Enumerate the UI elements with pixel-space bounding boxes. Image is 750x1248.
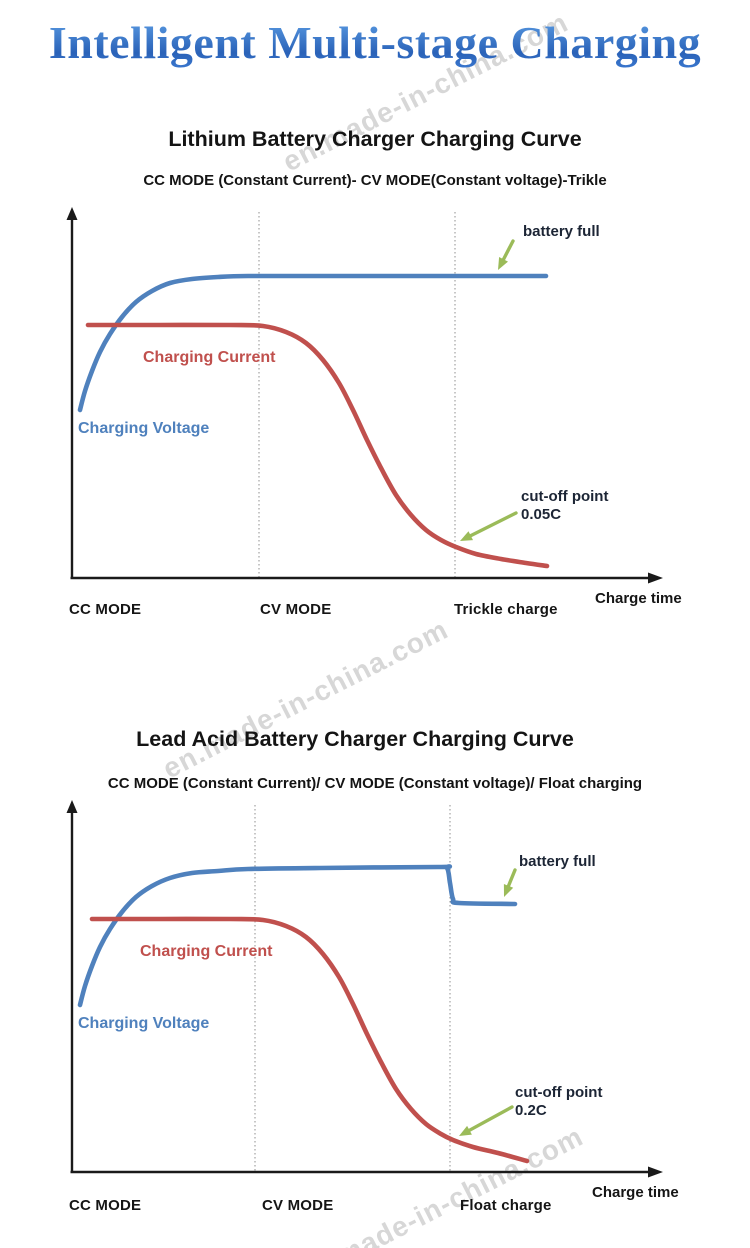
x-axis-arrow	[648, 572, 663, 584]
page-title: Intelligent Multi-stage Charging	[0, 16, 750, 69]
annotation-arrowhead	[459, 1125, 472, 1136]
lead-acid-chart-title: Lead Acid Battery Charger Charging Curve	[136, 727, 574, 751]
annotation-arrowhead	[498, 257, 508, 270]
charging-voltage-label: Charging Voltage	[78, 420, 209, 437]
annotation-arrow	[465, 1105, 514, 1134]
lithium-battery-charger-charging-curve-plot: Charging Voltage Charging Current CC MODE C…	[66, 207, 682, 618]
lead-acid-chart-subtitle: CC MODE (Constant Current)/ CV MODE (Con…	[107, 775, 643, 792]
y-axis-arrow	[66, 207, 78, 220]
section-label-cv-mode: CV MODE	[260, 601, 331, 618]
x-axis-title: Charge time	[592, 1184, 679, 1201]
annotation-arrowhead	[460, 531, 473, 541]
annotation-arrow	[466, 511, 518, 539]
charging-current-label: Charging Current	[143, 349, 276, 366]
section-label-cc-mode: CC MODE	[69, 1197, 141, 1214]
annotation-cut-off-point: cut-off point	[521, 488, 608, 505]
annotation-arrow	[505, 868, 517, 891]
charging-current-curve	[85, 322, 550, 569]
annotation-cut-off-point: 0.2C	[515, 1102, 547, 1119]
lead-acid-chart-canvas: Charging Voltage Charging Current CC MODE C…	[0, 790, 750, 1225]
annotation-arrowhead	[503, 884, 514, 897]
watermark-middle: en.made-in-china.com	[157, 613, 454, 785]
annotation-cut-off-point: 0.05C	[521, 506, 561, 523]
lead-acid-battery-charger-charging-curve-plot: Charging Voltage Charging Current CC MODE C…	[66, 800, 679, 1214]
annotation-arrow	[500, 239, 515, 264]
lithium-chart-canvas: Charging Voltage Charging Current CC MODE C…	[0, 195, 750, 630]
charging-voltage-curve	[77, 864, 518, 1008]
charging-voltage-label: Charging Voltage	[78, 1015, 209, 1032]
x-axis-arrow	[648, 1166, 663, 1178]
charging-current-curve	[89, 916, 530, 1164]
section-label-trickle-charge: Trickle charge	[454, 601, 558, 618]
section-label-cv-mode: CV MODE	[262, 1197, 333, 1214]
annotation-cut-off-point: cut-off point	[515, 1084, 602, 1101]
section-label-float-charge: Float charge	[460, 1197, 552, 1214]
section-label-cc-mode: CC MODE	[69, 601, 141, 618]
annotation-battery-full: battery full	[519, 853, 596, 870]
x-axis-title: Charge time	[595, 590, 682, 607]
lithium-chart-subtitle: CC MODE (Constant Current)- CV MODE(Cons…	[143, 172, 607, 189]
annotation-battery-full: battery full	[523, 223, 600, 240]
charging-voltage-curve	[77, 273, 549, 413]
lithium-chart-title: Lithium Battery Charger Charging Curve	[168, 127, 582, 151]
y-axis-arrow	[66, 800, 78, 813]
charging-current-label: Charging Current	[140, 943, 273, 960]
